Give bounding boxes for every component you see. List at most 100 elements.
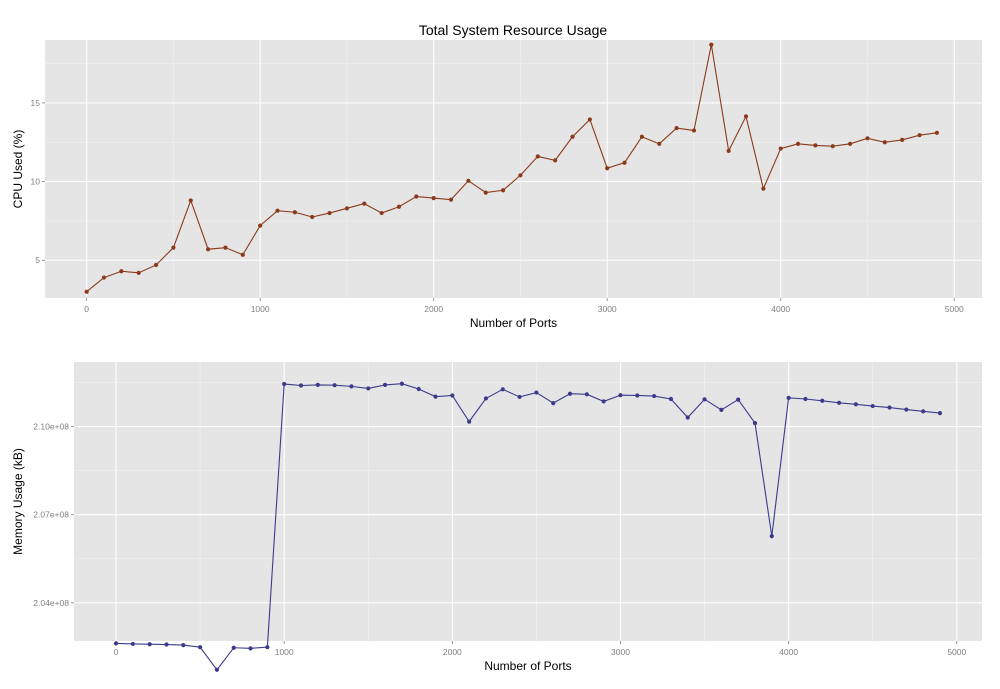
memory-data-point <box>198 645 203 650</box>
cpu-x-tick-label: 3000 <box>598 304 617 314</box>
cpu-data-point <box>362 201 367 206</box>
cpu-x-tick-label: 2000 <box>424 304 443 314</box>
cpu-data-point <box>587 117 592 122</box>
memory-data-point <box>921 409 926 414</box>
cpu-data-point <box>84 289 89 294</box>
memory-data-point <box>853 402 858 407</box>
cpu-data-point <box>171 245 176 250</box>
cpu-y-tick-label: 5 <box>35 255 40 265</box>
memory-data-point <box>820 398 825 403</box>
cpu-y-tick-label: 15 <box>31 98 41 108</box>
cpu-data-point <box>500 188 506 193</box>
cpu-data-point <box>448 197 454 202</box>
cpu-data-point <box>900 137 905 142</box>
memory-y-tick-label: 2.10e+08 <box>33 422 69 432</box>
memory-data-point <box>551 401 556 406</box>
memory-data-point <box>719 407 724 412</box>
memory-data-point <box>433 394 438 399</box>
cpu-data-point <box>518 173 523 178</box>
cpu-data-point <box>258 223 263 228</box>
memory-data-point <box>567 391 573 396</box>
cpu-data-point <box>570 134 575 139</box>
memory-data-point <box>399 381 404 386</box>
memory-data-point <box>298 383 304 388</box>
cpu-data-point <box>830 144 835 149</box>
memory-data-point <box>668 396 674 402</box>
memory-data-point <box>113 641 119 646</box>
memory-data-point <box>870 403 875 409</box>
memory-data-point <box>366 386 371 391</box>
cpu-y-axis-title: CPU Used (%) <box>11 130 25 209</box>
cpu-data-point <box>553 158 558 163</box>
memory-data-point <box>601 399 606 404</box>
memory-data-point <box>332 383 337 388</box>
memory-data-point <box>736 397 741 402</box>
memory-series-line <box>116 383 941 671</box>
memory-data-point <box>181 643 186 648</box>
cpu-data-point <box>379 210 384 216</box>
cpu-data-point <box>396 204 402 209</box>
cpu-usage-panel: 0 1000 2000 3000 4000 5000 5 10 15 Number of Port… <box>11 40 982 330</box>
cpu-x-tick-label: 0 <box>84 304 89 314</box>
memory-data-point <box>231 645 236 650</box>
cpu-data-point <box>917 133 922 138</box>
memory-y-tick-label: 2.04e+08 <box>33 598 69 608</box>
memory-data-point <box>685 415 690 420</box>
cpu-data-point <box>709 42 714 47</box>
cpu-data-point <box>240 252 245 257</box>
memory-data-point <box>349 384 354 389</box>
cpu-data-point <box>674 125 679 131</box>
memory-data-point <box>382 382 388 388</box>
cpu-data-point <box>726 148 731 154</box>
cpu-data-point <box>466 178 471 183</box>
cpu-data-point <box>761 186 766 191</box>
memory-data-point <box>904 407 909 412</box>
memory-data-point <box>702 397 707 402</box>
memory-data-point <box>467 419 472 424</box>
cpu-x-tick-label: 4000 <box>771 304 790 314</box>
cpu-data-point <box>188 198 193 203</box>
cpu-data-point <box>743 114 749 119</box>
cpu-data-point <box>414 194 419 199</box>
cpu-data-point <box>657 141 662 146</box>
cpu-data-point <box>101 275 107 280</box>
memory-data-point <box>164 642 169 647</box>
memory-x-axis-title: Number of Ports <box>484 659 571 673</box>
cpu-data-point <box>119 269 124 274</box>
cpu-data-point <box>153 262 159 268</box>
memory-usage-panel: 0 1000 2000 3000 4000 5000 2.04e+08 2.07e+08 2.1… <box>11 362 982 673</box>
cpu-data-point <box>934 130 939 135</box>
cpu-data-point <box>691 128 697 133</box>
cpu-data-point <box>882 140 887 145</box>
memory-data-point <box>786 395 791 400</box>
cpu-data-point <box>848 141 853 146</box>
figure-title: Total System Resource Usage <box>419 22 608 38</box>
cpu-data-point <box>865 136 870 141</box>
memory-data-point <box>584 392 589 397</box>
memory-plot-background <box>74 362 982 641</box>
memory-x-tick-label: 1000 <box>275 647 294 657</box>
cpu-series-line <box>86 44 937 293</box>
memory-y-axis-title: Memory Usage (kB) <box>11 448 25 555</box>
memory-y-tick-label: 2.07e+08 <box>33 510 69 520</box>
cpu-plot-background <box>45 40 982 298</box>
cpu-data-point <box>605 166 610 171</box>
cpu-data-point <box>327 210 332 216</box>
memory-data-point <box>282 381 287 387</box>
cpu-data-point <box>795 141 801 146</box>
memory-data-point <box>450 393 455 398</box>
memory-x-tick-label: 5000 <box>947 647 966 657</box>
memory-data-point <box>416 386 421 392</box>
memory-data-point <box>214 667 220 672</box>
memory-data-point <box>517 394 522 400</box>
cpu-data-point <box>483 190 488 195</box>
cpu-data-point <box>639 134 645 139</box>
cpu-y-tick-label: 10 <box>31 177 41 187</box>
memory-data-point <box>618 393 623 398</box>
cpu-x-tick-label: 1000 <box>251 304 270 314</box>
memory-data-point <box>130 641 135 647</box>
cpu-x-axis-title: Number of Ports <box>470 316 557 330</box>
memory-data-point <box>803 396 808 402</box>
